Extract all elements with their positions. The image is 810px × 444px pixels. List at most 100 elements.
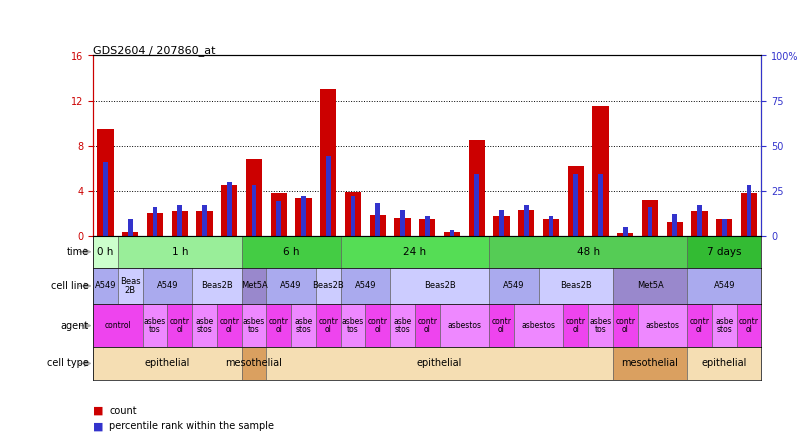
Bar bbox=[316, 304, 341, 347]
Bar bbox=[93, 236, 118, 268]
Bar bbox=[573, 174, 578, 236]
Bar bbox=[687, 347, 761, 380]
Bar bbox=[341, 268, 390, 304]
Text: contr
ol: contr ol bbox=[739, 317, 759, 334]
Text: epithelial: epithelial bbox=[701, 358, 747, 369]
Text: asbes
tos: asbes tos bbox=[342, 317, 364, 334]
Text: Met5A: Met5A bbox=[241, 281, 267, 290]
Text: Met5A: Met5A bbox=[637, 281, 663, 290]
Bar bbox=[440, 304, 489, 347]
Bar bbox=[128, 219, 133, 236]
Bar bbox=[266, 268, 316, 304]
Text: contr
ol: contr ol bbox=[318, 317, 339, 334]
Bar bbox=[390, 268, 489, 304]
Text: 24 h: 24 h bbox=[403, 247, 426, 257]
Bar bbox=[747, 185, 752, 236]
Bar bbox=[524, 205, 529, 236]
Bar bbox=[687, 304, 712, 347]
Text: Beas2B: Beas2B bbox=[201, 281, 232, 290]
Bar bbox=[122, 232, 139, 236]
Bar bbox=[93, 268, 118, 304]
Text: contr
ol: contr ol bbox=[170, 317, 190, 334]
Bar bbox=[687, 268, 761, 304]
Text: asbes
tos: asbes tos bbox=[590, 317, 612, 334]
Text: A549: A549 bbox=[156, 281, 178, 290]
Bar bbox=[642, 199, 658, 236]
Bar bbox=[514, 304, 564, 347]
Bar bbox=[345, 192, 361, 236]
Text: time: time bbox=[67, 247, 89, 257]
Bar bbox=[177, 205, 182, 236]
Text: asbestos: asbestos bbox=[646, 321, 680, 330]
Text: contr
ol: contr ol bbox=[220, 317, 239, 334]
Bar bbox=[499, 210, 504, 236]
Bar bbox=[241, 304, 266, 347]
Bar bbox=[369, 215, 386, 236]
Bar bbox=[202, 205, 207, 236]
Bar bbox=[420, 219, 435, 236]
Bar bbox=[568, 166, 584, 236]
Text: Beas2B: Beas2B bbox=[313, 281, 344, 290]
Bar bbox=[617, 233, 633, 236]
Bar bbox=[741, 193, 757, 236]
Text: ■: ■ bbox=[93, 406, 104, 416]
Bar bbox=[301, 196, 306, 236]
Bar bbox=[613, 268, 687, 304]
Bar bbox=[564, 304, 588, 347]
Bar bbox=[168, 304, 192, 347]
Bar bbox=[637, 304, 687, 347]
Bar bbox=[241, 347, 266, 380]
Bar bbox=[548, 216, 553, 236]
Text: epithelial: epithelial bbox=[145, 358, 190, 369]
Bar bbox=[93, 304, 143, 347]
Bar bbox=[425, 216, 429, 236]
Text: mesothelial: mesothelial bbox=[226, 358, 283, 369]
Bar bbox=[736, 304, 761, 347]
Bar bbox=[592, 106, 608, 236]
Bar bbox=[118, 236, 241, 268]
Bar bbox=[266, 347, 613, 380]
Bar bbox=[276, 202, 281, 236]
Bar bbox=[539, 268, 613, 304]
Text: asbe
stos: asbe stos bbox=[394, 317, 411, 334]
Bar bbox=[172, 211, 188, 236]
Text: percentile rank within the sample: percentile rank within the sample bbox=[109, 421, 275, 431]
Bar bbox=[192, 268, 241, 304]
Text: cell line: cell line bbox=[51, 281, 89, 291]
Bar bbox=[648, 207, 652, 236]
Text: contr
ol: contr ol bbox=[368, 317, 388, 334]
Bar bbox=[118, 268, 143, 304]
Bar bbox=[613, 304, 637, 347]
Bar bbox=[143, 268, 192, 304]
Text: A549: A549 bbox=[280, 281, 302, 290]
Text: count: count bbox=[109, 406, 137, 416]
Bar bbox=[221, 185, 237, 236]
Bar bbox=[326, 156, 330, 236]
Bar bbox=[697, 205, 702, 236]
Bar bbox=[217, 304, 241, 347]
Text: epithelial: epithelial bbox=[417, 358, 463, 369]
Text: Beas2B: Beas2B bbox=[424, 281, 455, 290]
Text: asbestos: asbestos bbox=[447, 321, 481, 330]
Text: 7 days: 7 days bbox=[707, 247, 741, 257]
Bar bbox=[241, 236, 341, 268]
Text: mesothelial: mesothelial bbox=[621, 358, 679, 369]
Text: asbestos: asbestos bbox=[522, 321, 556, 330]
Bar bbox=[712, 304, 736, 347]
Bar bbox=[152, 207, 157, 236]
Text: A549: A549 bbox=[355, 281, 376, 290]
Bar bbox=[692, 211, 708, 236]
Text: GDS2604 / 207860_at: GDS2604 / 207860_at bbox=[93, 44, 215, 56]
Text: control: control bbox=[104, 321, 131, 330]
Bar bbox=[271, 193, 287, 236]
Bar bbox=[444, 232, 460, 236]
Bar bbox=[489, 268, 539, 304]
Bar bbox=[97, 129, 113, 236]
Text: A549: A549 bbox=[503, 281, 525, 290]
Text: contr
ol: contr ol bbox=[616, 317, 635, 334]
Text: asbes
tos: asbes tos bbox=[243, 317, 265, 334]
Bar bbox=[246, 159, 262, 236]
Text: contr
ol: contr ol bbox=[689, 317, 710, 334]
Text: cell type: cell type bbox=[47, 358, 89, 369]
Bar bbox=[365, 304, 390, 347]
